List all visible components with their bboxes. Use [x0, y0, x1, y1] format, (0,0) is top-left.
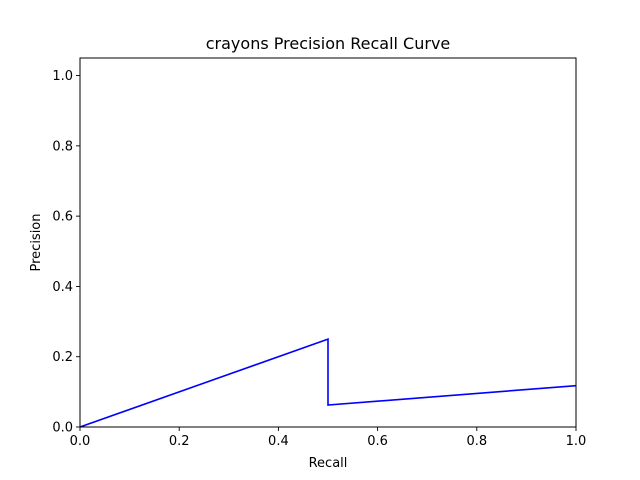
x-tick-label: 0.6 — [367, 434, 388, 449]
pr-curve-line — [79, 338, 577, 428]
y-tick-label: 0.4 — [52, 280, 73, 295]
x-tick-label: 0.4 — [268, 434, 289, 449]
x-tick-label: 0.2 — [169, 434, 190, 449]
x-axis-label: Recall — [309, 456, 348, 471]
chart-title: crayons Precision Recall Curve — [206, 34, 451, 53]
y-tick-label: 1.0 — [52, 69, 73, 84]
y-tick-label: 0.8 — [52, 139, 73, 154]
y-tick-label: 0.6 — [52, 210, 73, 225]
x-tick-label: 0.8 — [466, 434, 487, 449]
x-tick-label: 1.0 — [566, 434, 587, 449]
y-tick-label: 0.2 — [52, 350, 73, 365]
plot-frame — [79, 57, 577, 428]
y-axis-label: Precision — [29, 213, 44, 271]
x-axis-ticks: 0.0 0.2 0.4 0.6 0.8 1.0 — [70, 427, 587, 449]
y-tick-label: 0.0 — [52, 421, 73, 436]
x-tick-label: 0.0 — [70, 434, 91, 449]
series-layer — [79, 338, 577, 428]
y-axis-ticks: 0.0 0.2 0.4 0.6 0.8 1.0 — [52, 69, 80, 436]
